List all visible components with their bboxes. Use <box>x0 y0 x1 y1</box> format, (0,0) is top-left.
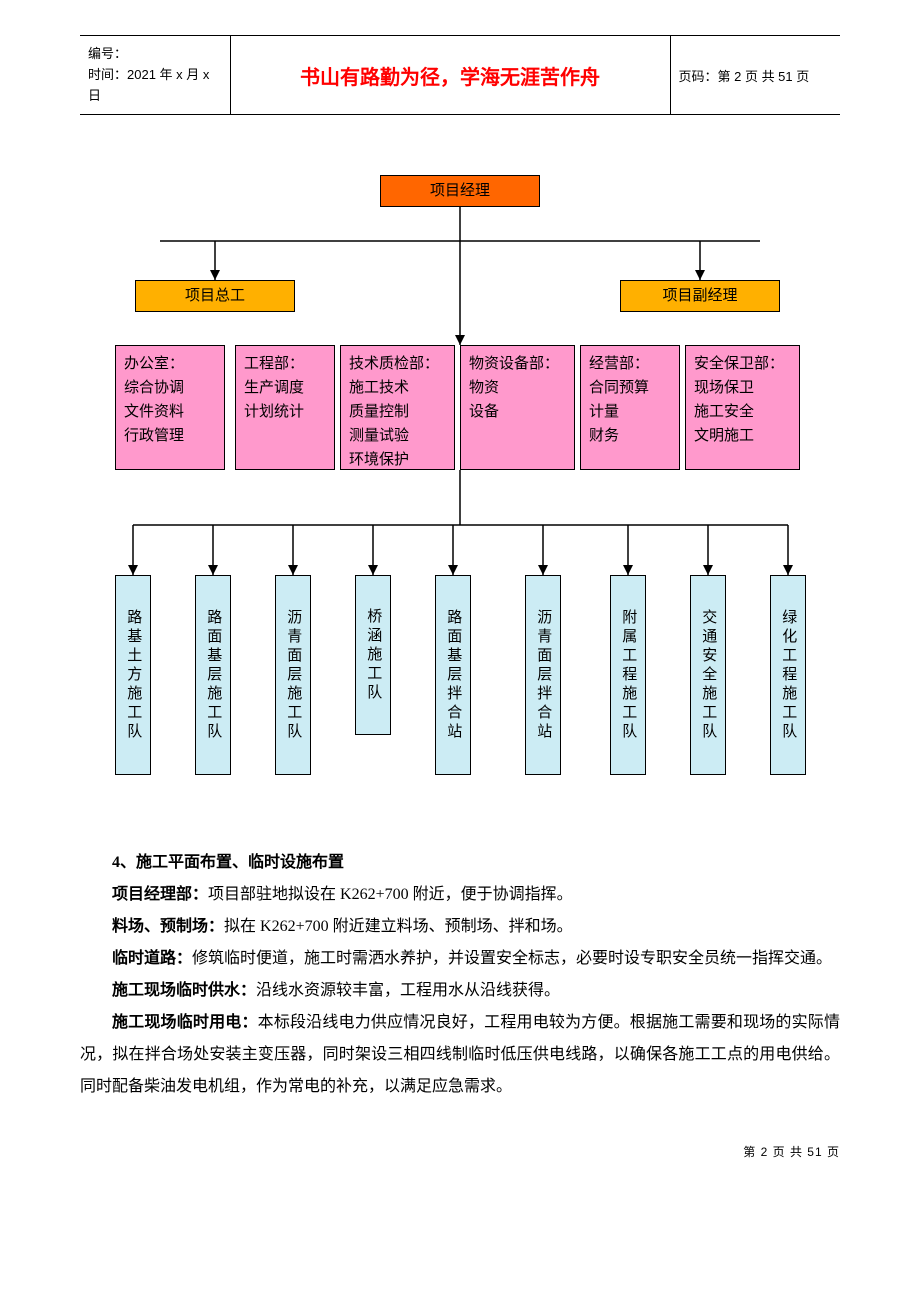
org-dept-4: 物资设备部：物资设备 <box>460 345 575 470</box>
body-paragraph-5: 施工现场临时用电：本标段沿线电力供应情况良好，工程用电较为方便。根据施工需要和现… <box>80 1007 840 1103</box>
org-dept-3: 技术质检部：施工技术质量控制测量试验环境保护 <box>340 345 455 470</box>
org-team-6: 沥青面层拌合站 <box>525 575 561 775</box>
org-team-8: 交通安全施工队 <box>690 575 726 775</box>
doc-id-label: 编号： <box>88 44 222 65</box>
org-chief-engineer: 项目总工 <box>135 280 295 312</box>
org-team-7: 附属工程施工队 <box>610 575 646 775</box>
section-number: 4、 <box>112 854 136 871</box>
doc-date-label: 时间：2021 年 x 月 x 日 <box>88 65 222 107</box>
paragraph-text: 项目部驻地拟设在 K262+700 附近，便于协调指挥。 <box>208 886 573 903</box>
body-paragraph-4: 施工现场临时供水：沿线水资源较丰富，工程用水从沿线获得。 <box>80 975 840 1007</box>
org-team-1: 路基土方施工队 <box>115 575 151 775</box>
org-dept-1: 办公室：综合协调文件资料行政管理 <box>115 345 225 470</box>
body-paragraph-1: 项目经理部：项目部驻地拟设在 K262+700 附近，便于协调指挥。 <box>80 879 840 911</box>
paragraph-lead: 料场、预制场： <box>112 918 224 935</box>
paragraph-lead: 项目经理部： <box>112 886 208 903</box>
body-paragraph-3: 临时道路：修筑临时便道，施工时需洒水养护，并设置安全标志，必要时设专职安全员统一… <box>80 943 840 975</box>
org-dept-5: 经营部：合同预算计量财务 <box>580 345 680 470</box>
org-dept-2: 工程部：生产调度计划统计 <box>235 345 335 470</box>
body-paragraph-2: 料场、预制场：拟在 K262+700 附近建立料场、预制场、拌和场。 <box>80 911 840 943</box>
org-team-5: 路面基层拌合站 <box>435 575 471 775</box>
section-heading: 4、施工平面布置、临时设施布置 <box>80 847 840 879</box>
paragraph-lead: 施工现场临时供水： <box>112 982 256 999</box>
org-team-9: 绿化工程施工队 <box>770 575 806 775</box>
org-chart: 项目经理项目总工 项目副经理办公室：综合协调文件资料行政管理工程部：生产调度计划统… <box>80 175 840 835</box>
org-team-3: 沥青面层施工队 <box>275 575 311 775</box>
page-footer: 第 2 页 共 51 页 <box>80 1143 840 1160</box>
paragraph-text: 沿线水资源较丰富，工程用水从沿线获得。 <box>256 982 560 999</box>
org-team-2: 路面基层施工队 <box>195 575 231 775</box>
body-text: 4、施工平面布置、临时设施布置 项目经理部：项目部驻地拟设在 K262+700 … <box>80 847 840 1103</box>
org-root: 项目经理 <box>380 175 540 207</box>
header-page-label: 页码：第 2 页 共 51 页 <box>670 36 840 115</box>
org-dept-6: 安全保卫部：现场保卫施工安全文明施工 <box>685 345 800 470</box>
org-team-4: 桥涵施工队 <box>355 575 391 735</box>
paragraph-text: 拟在 K262+700 附近建立料场、预制场、拌和场。 <box>224 918 573 935</box>
paragraph-lead: 施工现场临时用电： <box>112 1014 258 1031</box>
page-header: 编号： 时间：2021 年 x 月 x 日 书山有路勤为径，学海无涯苦作舟 页码… <box>80 35 840 115</box>
header-left-cell: 编号： 时间：2021 年 x 月 x 日 <box>80 36 230 115</box>
paragraph-text: 修筑临时便道，施工时需洒水养护，并设置安全标志，必要时设专职安全员统一指挥交通。 <box>192 950 832 967</box>
org-deputy-manager: 项目副经理 <box>620 280 780 312</box>
header-motto: 书山有路勤为径，学海无涯苦作舟 <box>230 36 670 115</box>
paragraph-lead: 临时道路： <box>112 950 192 967</box>
section-title-text: 施工平面布置、临时设施布置 <box>136 854 344 871</box>
